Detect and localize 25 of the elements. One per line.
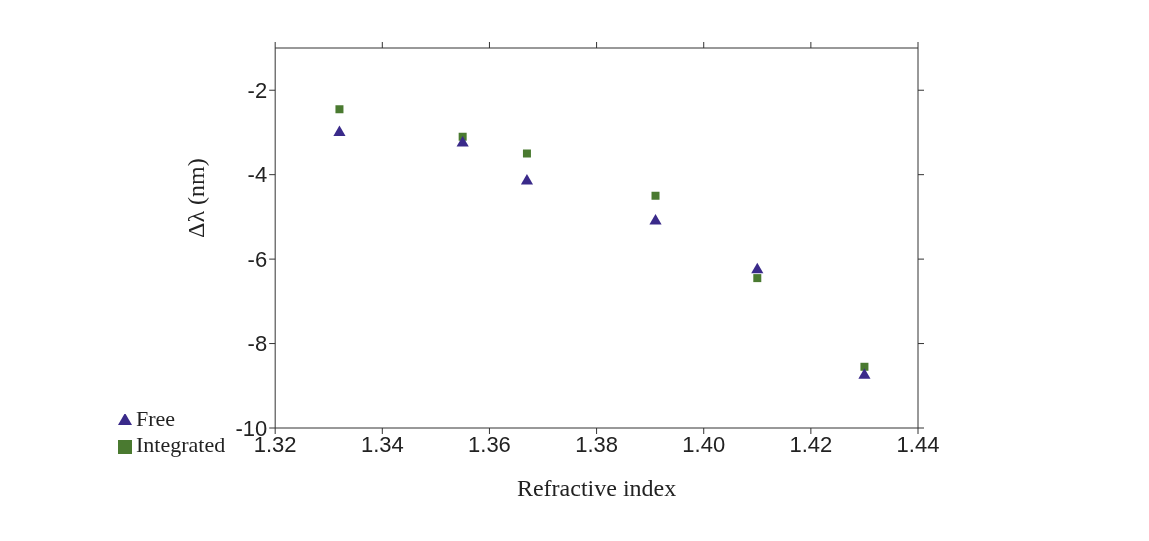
point xyxy=(858,368,871,379)
point xyxy=(335,105,344,114)
point xyxy=(520,173,534,185)
legend-label: Free xyxy=(136,406,176,431)
x-tick-label: 1.42 xyxy=(789,431,833,457)
point xyxy=(860,362,869,371)
y-tick-label: -8 xyxy=(247,331,268,357)
point xyxy=(651,191,660,200)
x-axis-title: Refractive index xyxy=(516,475,677,501)
x-tick-label: 1.44 xyxy=(896,431,940,457)
y-tick-label: -4 xyxy=(247,162,268,188)
x-tick-label: 1.38 xyxy=(575,431,618,457)
point xyxy=(649,214,662,225)
x-tick-label: 1.40 xyxy=(682,431,726,457)
y-tick-label: -2 xyxy=(247,78,268,104)
x-tick-label: 1.36 xyxy=(468,431,511,457)
legend-label: Integrated xyxy=(136,432,226,457)
point xyxy=(333,125,346,136)
x-tick-label: 1.34 xyxy=(360,431,404,457)
point xyxy=(751,262,764,274)
y-tick-label: -6 xyxy=(247,246,268,272)
point xyxy=(753,274,762,283)
point xyxy=(456,135,469,147)
y-axis-title: Δλ (nm) xyxy=(182,158,209,238)
point xyxy=(522,149,531,158)
